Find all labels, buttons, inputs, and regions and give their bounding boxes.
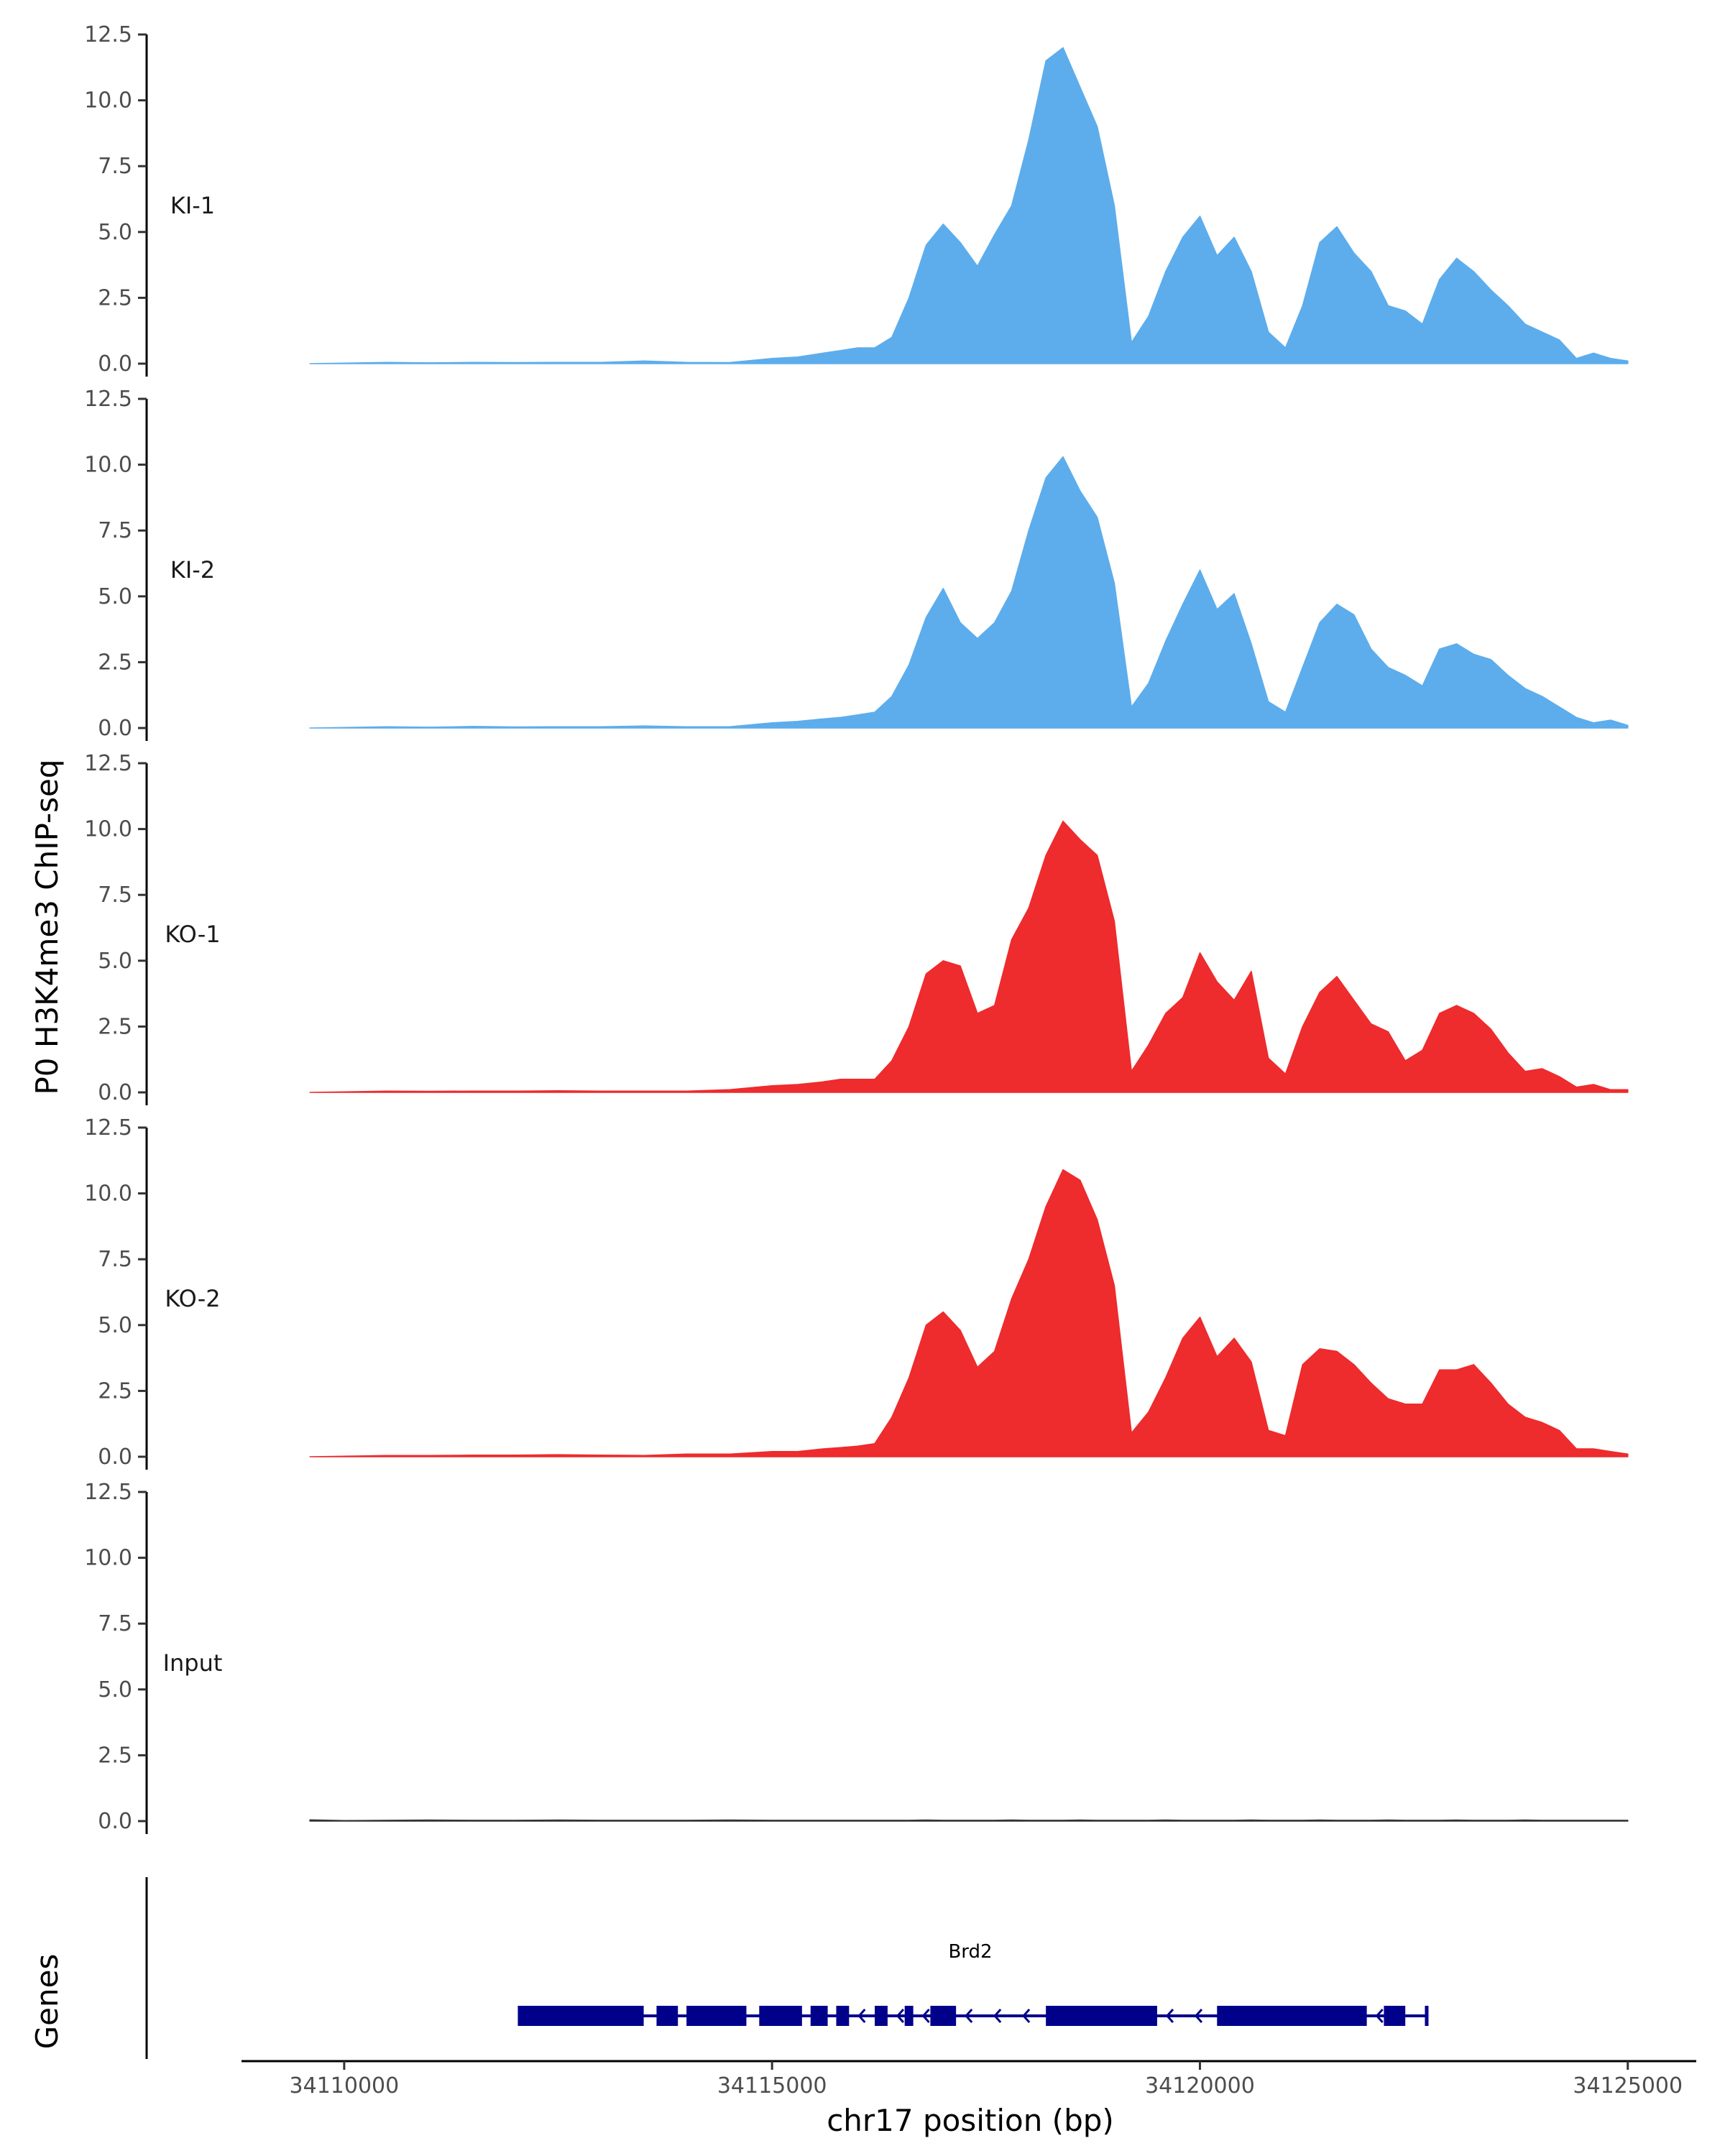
y-tick-label: 10.0 (84, 453, 132, 478)
track-name: Input (163, 1649, 223, 1677)
track-name: KI-2 (170, 556, 215, 584)
track-ki-2: 0.0 2.5 5.0 7.5 10.0 12.5 KI-2 (84, 387, 1629, 741)
signal-area (309, 820, 1629, 1093)
gene-exon (810, 2006, 828, 2026)
y-tick-label: 10.0 (84, 1181, 132, 1207)
y-tick-label: 0.0 (98, 1080, 132, 1105)
y-tick-label: 5.0 (98, 220, 132, 245)
y-tick-label: 2.5 (98, 1378, 132, 1404)
y-tick-label: 0.0 (98, 351, 132, 377)
gene-exon (656, 2006, 678, 2026)
y-tick-label: 5.0 (98, 949, 132, 974)
track-name: KI-1 (170, 192, 215, 219)
x-axis-title: chr17 position (bp) (827, 2103, 1114, 2138)
gene-exon (686, 2006, 747, 2026)
gene-exon (1217, 2006, 1367, 2026)
y-tick-label: 2.5 (98, 650, 132, 675)
y-tick-label: 7.5 (98, 883, 132, 908)
x-tick-label: 34115000 (717, 2073, 827, 2099)
y-tick-label: 7.5 (98, 154, 132, 179)
track-ko-2: 0.0 2.5 5.0 7.5 10.0 12.5 KO-2 (84, 1115, 1629, 1470)
y-tick-label: 5.0 (98, 1677, 132, 1703)
y-tick-label: 0.0 (98, 716, 132, 741)
y-tick-label: 12.5 (84, 1115, 132, 1141)
strand-arrow (1194, 2009, 1203, 2023)
y-tick-label: 0.0 (98, 1445, 132, 1470)
y-tick-label: 2.5 (98, 1743, 132, 1768)
signal-area (309, 1169, 1629, 1457)
strand-arrow (857, 2009, 866, 2023)
y-tick-label: 12.5 (84, 1480, 132, 1505)
strand-arrow (1375, 2009, 1384, 2023)
x-tick-label: 34120000 (1145, 2073, 1255, 2099)
gene-exon (904, 2006, 914, 2026)
gene-exon (1384, 2006, 1406, 2026)
y-tick-label: 0.0 (98, 1809, 132, 1834)
y-tick-label: 5.0 (98, 1313, 132, 1338)
strand-arrow (896, 2009, 905, 2023)
y-tick-label: 12.5 (84, 387, 132, 412)
strand-arrow (1165, 2009, 1174, 2023)
y-tick-label: 5.0 (98, 584, 132, 609)
y-tick-label: 7.5 (98, 1247, 132, 1272)
track-ki-1: 0.0 2.5 5.0 7.5 10.0 12.5 KI-1 (84, 22, 1629, 377)
y-tick-label: 2.5 (98, 285, 132, 310)
signal-area (309, 1819, 1629, 1822)
y-tick-label: 10.0 (84, 817, 132, 842)
x-tick-label: 34125000 (1573, 2073, 1683, 2099)
y-axis-title: P0 H3K4me3 ChIP-seq (29, 759, 65, 1095)
y-tick-label: 7.5 (98, 518, 132, 543)
gene-exon (1046, 2006, 1157, 2026)
gene-exon (759, 2006, 802, 2026)
gene-exon (875, 2006, 888, 2026)
track-input: 0.0 2.5 5.0 7.5 10.0 12.5 Input (84, 1480, 1629, 1834)
strand-arrow (965, 2009, 973, 2023)
gene-exon (930, 2006, 957, 2026)
y-tick-label: 12.5 (84, 751, 132, 776)
track-name: KO-2 (165, 1285, 220, 1312)
gene-track: Brd2 (145, 1877, 1429, 2059)
x-axis: 34110000 34115000 34120000 34125000 (242, 2060, 1696, 2099)
strand-arrow (1022, 2009, 1031, 2023)
y-tick-label: 7.5 (98, 1611, 132, 1636)
y-tick-label: 2.5 (98, 1014, 132, 1039)
track-ko-1: 0.0 2.5 5.0 7.5 10.0 12.5 KO-1 (84, 751, 1629, 1105)
y-tick-label: 10.0 (84, 88, 132, 114)
gene-name-label: Brd2 (948, 1941, 992, 1963)
track-name: KO-1 (165, 921, 220, 948)
strand-arrow (921, 2009, 930, 2023)
signal-tracks: 0.0 2.5 5.0 7.5 10.0 12.5 KI-1 0.0 2.5 5.0 7.5 10.0… (84, 22, 1629, 1834)
genes-axis-title: Genes (29, 1954, 65, 2050)
signal-area (309, 456, 1629, 729)
x-tick-label: 34110000 (290, 2073, 400, 2099)
y-tick-label: 12.5 (84, 22, 132, 47)
y-tick-label: 10.0 (84, 1546, 132, 1571)
strand-arrow (993, 2009, 1002, 2023)
gene-exon (836, 2006, 850, 2026)
gene-exon (519, 2006, 644, 2026)
signal-area (309, 47, 1629, 364)
